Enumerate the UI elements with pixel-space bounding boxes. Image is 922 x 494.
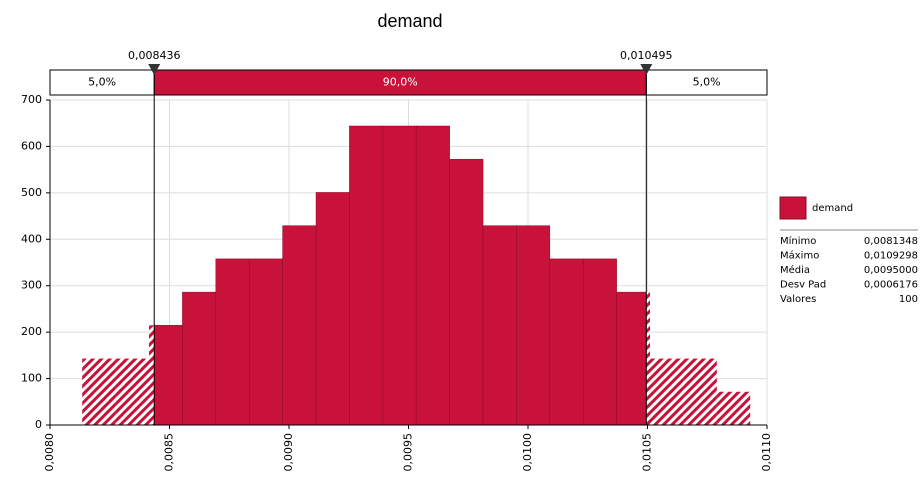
region-middle [153,69,647,96]
bar [182,291,217,426]
bar [149,325,155,425]
y-tick-label: 600 [21,139,42,152]
bar [646,292,651,425]
x-tick-label: 0,0095 [402,433,415,472]
bar [516,225,551,426]
bar [382,125,417,426]
bar [282,225,317,426]
bar [415,125,450,426]
bar [215,258,250,426]
bar [153,325,183,426]
x-tick-label: 0,0090 [282,433,295,472]
bar [115,358,150,425]
bar [349,125,384,426]
region-label: 5,0% [693,76,721,89]
stat-label: Valores [780,294,816,305]
region-label: 5,0% [88,76,116,89]
x-tick-label: 0,0110 [760,433,773,472]
stat-value: 100 [899,294,918,305]
delimiter-label: 0,010495 [620,49,673,62]
delimiter-label: 0,008436 [128,49,181,62]
x-tick-label: 0,0100 [521,433,534,472]
x-tick-label: 0,0105 [641,433,654,472]
y-tick-label: 100 [21,372,42,385]
bar [482,225,517,426]
bar [549,258,584,426]
bar [683,358,717,425]
delimiter-marker [640,64,653,75]
x-tick-label: 0,0085 [163,433,176,472]
stat-label: Mínimo [780,235,816,247]
bar [449,158,484,426]
bar [716,391,751,425]
stat-value: 0,0081348 [864,236,918,247]
y-tick-label: 500 [21,186,42,199]
legend-swatch [779,196,807,220]
bar [248,258,283,426]
bar [582,258,617,426]
stat-value: 0,0109298 [864,251,918,262]
y-tick-label: 0 [35,418,42,431]
region-label: 90,0% [383,76,418,89]
stat-label: Média [780,264,810,276]
y-tick-label: 200 [21,325,42,338]
bar [616,291,647,426]
stat-value: 0,0006176 [864,280,918,291]
delimiter-marker [148,64,161,75]
y-tick-label: 400 [21,232,42,245]
stat-value: 0,0095000 [864,265,918,276]
bar [82,358,116,425]
y-tick-label: 700 [21,93,42,106]
x-tick-label: 0,0080 [43,433,56,472]
legend-label: demand [812,203,853,214]
stat-label: Máximo [780,250,819,262]
bar [315,192,350,426]
chart-title: demand [377,11,442,31]
stat-label: Desv Pad [780,280,826,291]
bar [650,358,684,425]
y-tick-label: 300 [21,279,42,292]
